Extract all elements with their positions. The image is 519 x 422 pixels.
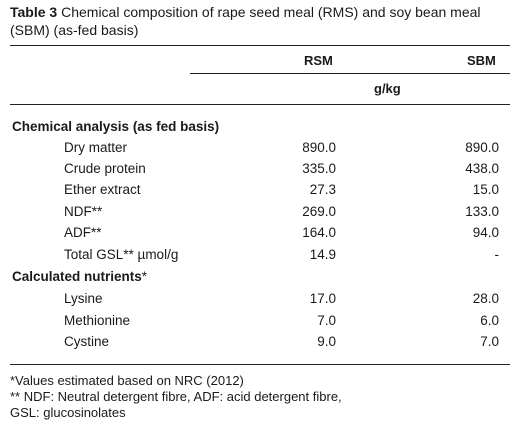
row-label: Dry matter (64, 140, 128, 155)
table-caption: Table 3 Chemical composition of rape see… (10, 3, 510, 39)
section-title: Calculated nutrients* (12, 269, 148, 284)
footnote: GSL: glucosinolates (10, 405, 126, 420)
row-label: Ether extract (64, 182, 141, 197)
table-row: Dry matter 890.0 890.0 (10, 137, 510, 158)
section-header: Chemical analysis (as fed basis) (10, 116, 510, 137)
rsm-value: 7.0 (317, 313, 336, 328)
section-title: Chemical analysis (as fed basis) (12, 119, 220, 134)
sbm-value: 28.0 (472, 291, 499, 306)
rsm-value: 269.0 (302, 204, 336, 219)
column-header-rsm: RSM (304, 53, 333, 68)
rsm-value: 27.3 (309, 182, 336, 197)
header-bottom-rule (10, 104, 510, 105)
top-rule (10, 45, 510, 46)
footnote: ** NDF: Neutral detergent fibre, ADF: ac… (10, 389, 342, 404)
header-rule (190, 73, 510, 74)
sbm-value: 890.0 (465, 140, 499, 155)
bottom-rule (10, 364, 510, 365)
table-row: NDF** 269.0 133.0 (10, 201, 510, 222)
row-label: Lysine (64, 291, 103, 306)
row-label: Crude protein (64, 161, 146, 176)
caption-text: Chemical composition of rape seed meal (… (10, 4, 481, 38)
sbm-value: 94.0 (472, 225, 499, 240)
table-row: Total GSL** µmol/g 14.9 - (10, 244, 510, 265)
sbm-value: 6.0 (480, 313, 499, 328)
sbm-value: 15.0 (472, 182, 499, 197)
sbm-value: 133.0 (465, 204, 499, 219)
table-row: Cystine 9.0 7.0 (10, 331, 510, 352)
table-row: ADF** 164.0 94.0 (10, 222, 510, 243)
section-header: Calculated nutrients* (10, 266, 510, 287)
rsm-value: 9.0 (317, 334, 336, 349)
row-label: Methionine (64, 313, 131, 328)
row-label: Total GSL** µmol/g (64, 247, 179, 262)
table-row: Lysine 17.0 28.0 (10, 288, 510, 309)
rsm-value: 14.9 (309, 247, 336, 262)
table-row: Ether extract 27.3 15.0 (10, 179, 510, 200)
table-footnotes: *Values estimated based on NRC (2012) **… (10, 373, 510, 421)
rsm-value: 17.0 (309, 291, 336, 306)
rsm-value: 890.0 (302, 140, 336, 155)
table-row: Crude protein 335.0 438.0 (10, 158, 510, 179)
rsm-value: 335.0 (302, 161, 336, 176)
footnote: *Values estimated based on NRC (2012) (10, 373, 244, 388)
unit-label: g/kg (374, 81, 401, 96)
row-label: Cystine (64, 334, 110, 349)
row-label: ADF** (64, 225, 102, 240)
rsm-value: 164.0 (302, 225, 336, 240)
caption-label: Table 3 (10, 4, 58, 20)
sbm-value: 7.0 (480, 334, 499, 349)
sbm-value: - (494, 247, 500, 262)
column-header-sbm: SBM (467, 53, 496, 68)
sbm-value: 438.0 (465, 161, 499, 176)
row-label: NDF** (64, 204, 103, 219)
table-row: Methionine 7.0 6.0 (10, 310, 510, 331)
